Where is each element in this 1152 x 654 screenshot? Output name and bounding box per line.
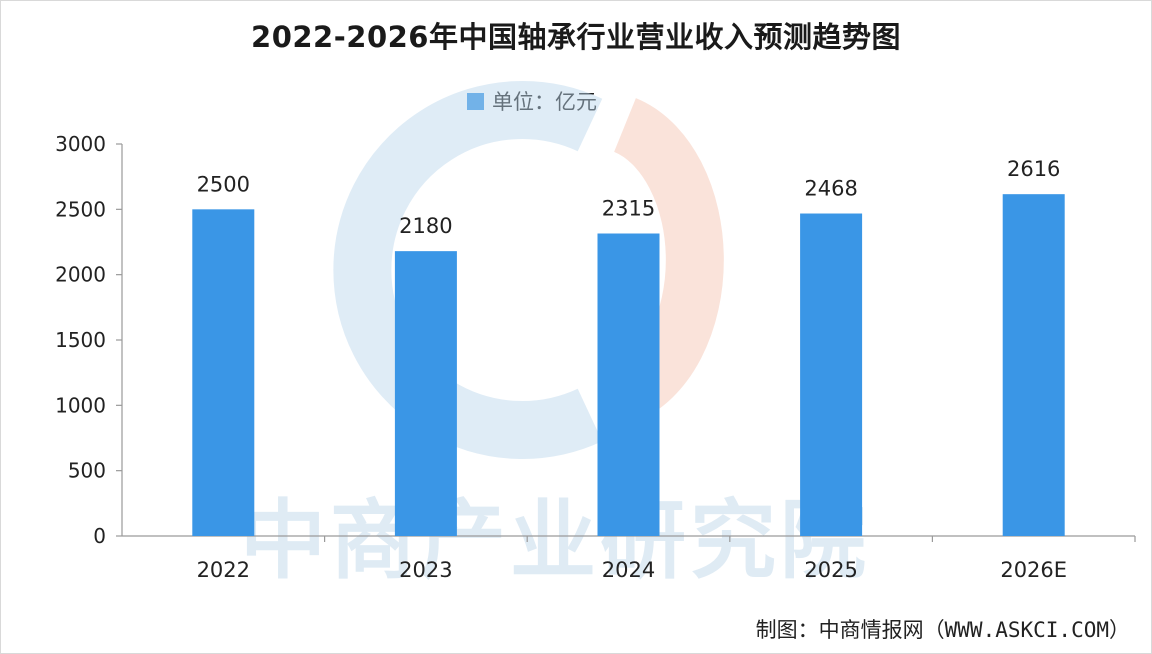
data-label: 2616: [1007, 157, 1060, 181]
bar: [192, 209, 255, 537]
y-tick-label: 0: [93, 524, 106, 548]
y-tick-label: 2000: [55, 263, 106, 287]
legend-label: 单位：亿元: [492, 90, 597, 114]
x-tick-label: 2026E: [1000, 558, 1067, 582]
bar: [800, 213, 863, 537]
x-tick-label: 2023: [399, 558, 452, 582]
data-label: 2500: [197, 172, 250, 196]
legend: 单位：亿元: [467, 88, 597, 114]
y-tick-label: 500: [68, 459, 106, 483]
x-tick-label: 2024: [602, 558, 655, 582]
bar: [394, 251, 457, 536]
x-tick-label: 2025: [804, 558, 857, 582]
watermark-text: 中商产业研究院: [240, 491, 870, 591]
y-tick-label: 1000: [55, 393, 106, 417]
y-tick-label: 2500: [55, 197, 106, 221]
data-label: 2468: [804, 177, 857, 201]
bar: [1002, 194, 1065, 536]
data-label: 2180: [399, 214, 452, 238]
source-credit: 制图：中商情报网（WWW.ASKCI.COM）: [755, 618, 1130, 642]
bar: [597, 233, 660, 537]
data-label: 2315: [602, 197, 655, 221]
y-tick-label: 3000: [55, 132, 106, 156]
legend-swatch: [467, 92, 484, 110]
y-tick-label: 1500: [55, 328, 106, 352]
chart-title: 2022-2026年中国轴承行业营业收入预测趋势图: [251, 20, 901, 54]
x-tick-label: 2022: [197, 558, 250, 582]
